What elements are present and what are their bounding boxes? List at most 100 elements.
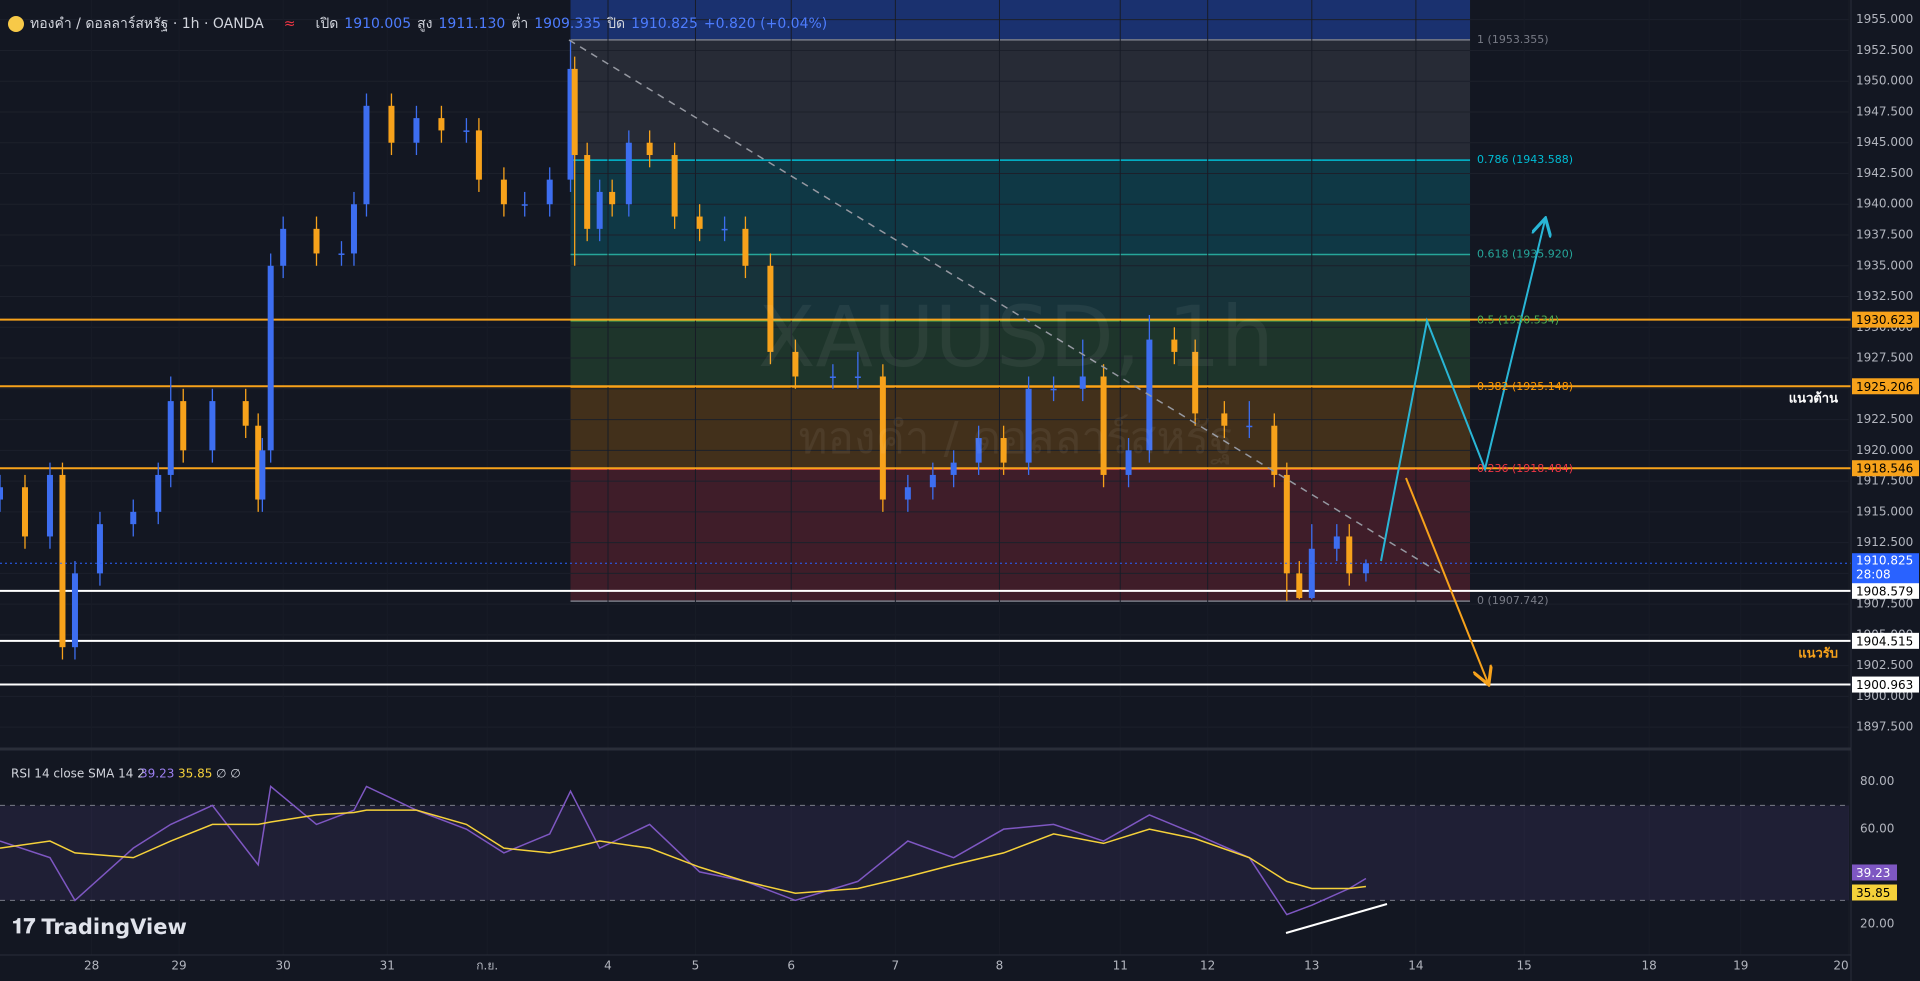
candle-body xyxy=(280,228,287,266)
fib-label: 0.618 (1935.920) xyxy=(1477,247,1573,260)
level-label: 1925.206 xyxy=(1856,380,1913,394)
level-badge xyxy=(1852,582,1919,599)
candle-body xyxy=(1283,474,1290,574)
candle-body xyxy=(792,351,799,377)
projection-up xyxy=(1380,220,1545,562)
candle-body xyxy=(1221,413,1228,426)
x-tick-label: 11 xyxy=(1113,959,1128,973)
candle-body xyxy=(721,228,728,231)
fib-label: 1 (1953.355) xyxy=(1477,33,1549,46)
fib-label: 0.786 (1943.588) xyxy=(1477,153,1573,166)
level-label: 1904.515 xyxy=(1856,634,1913,648)
candle-body xyxy=(96,524,103,574)
level-label: 1900.963 xyxy=(1856,678,1913,692)
candle-body xyxy=(46,474,53,537)
fib-label: 0.5 (1930.534) xyxy=(1477,314,1559,327)
candle-body xyxy=(1079,376,1086,389)
signal-icon: ≈ xyxy=(283,16,296,32)
low-label: ต่ำ xyxy=(511,16,529,32)
fib-label: 0.236 (1918.484) xyxy=(1477,462,1573,475)
y-tick-label: 1927.500 xyxy=(1856,351,1913,365)
x-tick-label: 20 xyxy=(1833,959,1848,973)
candle-body xyxy=(255,425,262,500)
candle-body xyxy=(567,68,574,180)
open: 1910.005 xyxy=(344,16,412,32)
candle-body xyxy=(1333,536,1340,549)
y-tick-label: 1912.500 xyxy=(1856,535,1913,549)
rsi-title: RSI 14 close SMA 14 2 xyxy=(11,767,145,781)
rsi-divergence-line xyxy=(1285,903,1388,934)
y-tick-label: 1922.500 xyxy=(1856,412,1913,426)
fib-label: 0 (1907.742) xyxy=(1477,594,1549,607)
rsi-badge-label: 39.23 xyxy=(1856,866,1890,880)
candle-body xyxy=(1346,536,1353,574)
candle-body xyxy=(363,105,370,205)
level-label: 1918.546 xyxy=(1856,462,1913,476)
close-label: ปิด xyxy=(607,16,626,32)
candle-body xyxy=(646,142,653,156)
projection-down xyxy=(1405,477,1488,683)
candle-body xyxy=(1125,450,1132,475)
level-badge xyxy=(1852,632,1919,649)
level-badge xyxy=(1852,460,1919,477)
rsi-sma-value: 35.85 xyxy=(178,767,212,781)
candle-body xyxy=(313,228,320,254)
candle-body xyxy=(475,130,482,180)
y-tick-label: 1902.500 xyxy=(1856,658,1913,672)
x-tick-label: 29 xyxy=(171,959,186,973)
price-axis xyxy=(1851,0,1920,981)
fib-zone xyxy=(570,160,1471,255)
candle-body xyxy=(180,401,187,451)
candle-body xyxy=(463,130,470,132)
rsi-value: 39.23 xyxy=(140,767,174,781)
candle-body xyxy=(596,191,603,229)
candle-body xyxy=(929,474,936,488)
logo-mark: 𝟏𝟕 xyxy=(12,914,36,938)
y-tick-label: 1937.500 xyxy=(1856,228,1913,242)
high-label: สูง xyxy=(417,16,433,32)
candle-body xyxy=(584,155,591,229)
y-tick-label: 1942.500 xyxy=(1856,166,1913,180)
rsi-tick-label: 20.00 xyxy=(1860,917,1894,931)
candle-body xyxy=(1192,351,1199,414)
fib-zone xyxy=(570,39,1471,161)
candle-body xyxy=(975,438,982,463)
level-badge xyxy=(1852,311,1919,328)
candle-body xyxy=(1100,376,1107,475)
candle-body xyxy=(1296,573,1303,598)
candle-body xyxy=(71,573,78,648)
symbol-icon xyxy=(8,16,24,32)
fib-zone xyxy=(570,468,1471,602)
candle-body xyxy=(1000,438,1007,463)
candle-body xyxy=(259,450,266,500)
candle-body xyxy=(1246,425,1253,428)
candle-body xyxy=(388,105,395,143)
rsi-badge-label: 35.85 xyxy=(1856,886,1890,900)
candle-body xyxy=(1050,388,1057,391)
y-tick-label: 1935.000 xyxy=(1856,258,1913,272)
x-tick-label: 18 xyxy=(1641,959,1656,973)
rsi-line xyxy=(0,785,1367,916)
candle-body xyxy=(742,228,749,266)
fib-zone xyxy=(570,386,1471,469)
y-tick-label: 1952.500 xyxy=(1856,43,1913,57)
y-tick-label: 1917.500 xyxy=(1856,474,1913,488)
candle-body xyxy=(1271,425,1278,475)
level-badge xyxy=(1852,378,1919,395)
candle-body xyxy=(829,376,836,378)
candle-body xyxy=(438,118,445,131)
x-tick-label: 5 xyxy=(692,959,700,973)
last-price-label: 1910.825 xyxy=(1856,554,1913,568)
candle-body xyxy=(500,179,507,205)
y-tick-label: 1947.500 xyxy=(1856,104,1913,118)
y-tick-label: 1920.000 xyxy=(1856,443,1913,457)
candle-body xyxy=(155,474,162,512)
x-tick-label: 12 xyxy=(1200,959,1215,973)
rsi-status: ∅ ∅ xyxy=(216,767,241,781)
change: +0.820 (+0.04%) xyxy=(703,16,828,32)
candle-body xyxy=(1025,388,1032,463)
watermark: ทองคำ / ดอลลาร์สหรัฐ xyxy=(799,413,1234,464)
rsi-line xyxy=(0,809,1367,895)
